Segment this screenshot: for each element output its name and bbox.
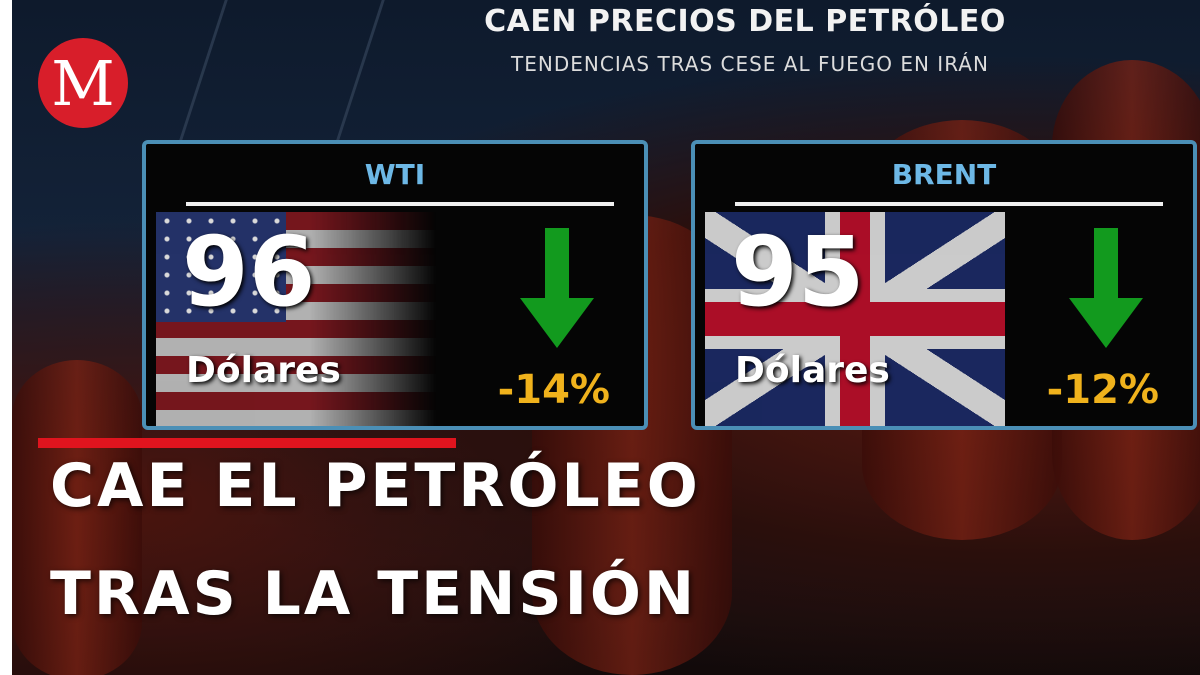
barrel-background — [12, 360, 142, 675]
brent-card: BRENT 95 Dólares -12% — [691, 140, 1197, 430]
card-name: BRENT — [891, 158, 997, 191]
wti-card: WTI 96 Dólares -14% — [142, 140, 648, 430]
unit: Dólares — [186, 350, 341, 391]
headline-line-1: CAE EL PETRÓLEO — [50, 451, 701, 521]
divider — [186, 202, 614, 206]
infographic-title: CAEN PRECIOS DEL PETRÓLEO — [484, 4, 1006, 39]
milenio-logo: M — [38, 38, 128, 128]
unit: Dólares — [735, 350, 890, 391]
down-arrow-icon — [520, 228, 594, 348]
infographic-subtitle: TENDENCIAS TRAS CESE AL FUEGO EN IRÁN — [511, 52, 989, 76]
red-accent-bar — [38, 438, 456, 448]
logo-letter: M — [51, 46, 115, 120]
usa-flag-icon — [156, 212, 436, 426]
headline-line-2: TRAS LA TENSIÓN — [50, 559, 698, 629]
card-name: WTI — [364, 158, 426, 191]
change-percent: -14% — [497, 367, 610, 413]
change-percent: -12% — [1046, 367, 1159, 413]
down-arrow-icon — [1069, 228, 1143, 348]
divider — [735, 202, 1163, 206]
price: 96 — [182, 216, 316, 328]
price: 95 — [731, 216, 865, 328]
uk-flag-icon — [705, 212, 1005, 426]
